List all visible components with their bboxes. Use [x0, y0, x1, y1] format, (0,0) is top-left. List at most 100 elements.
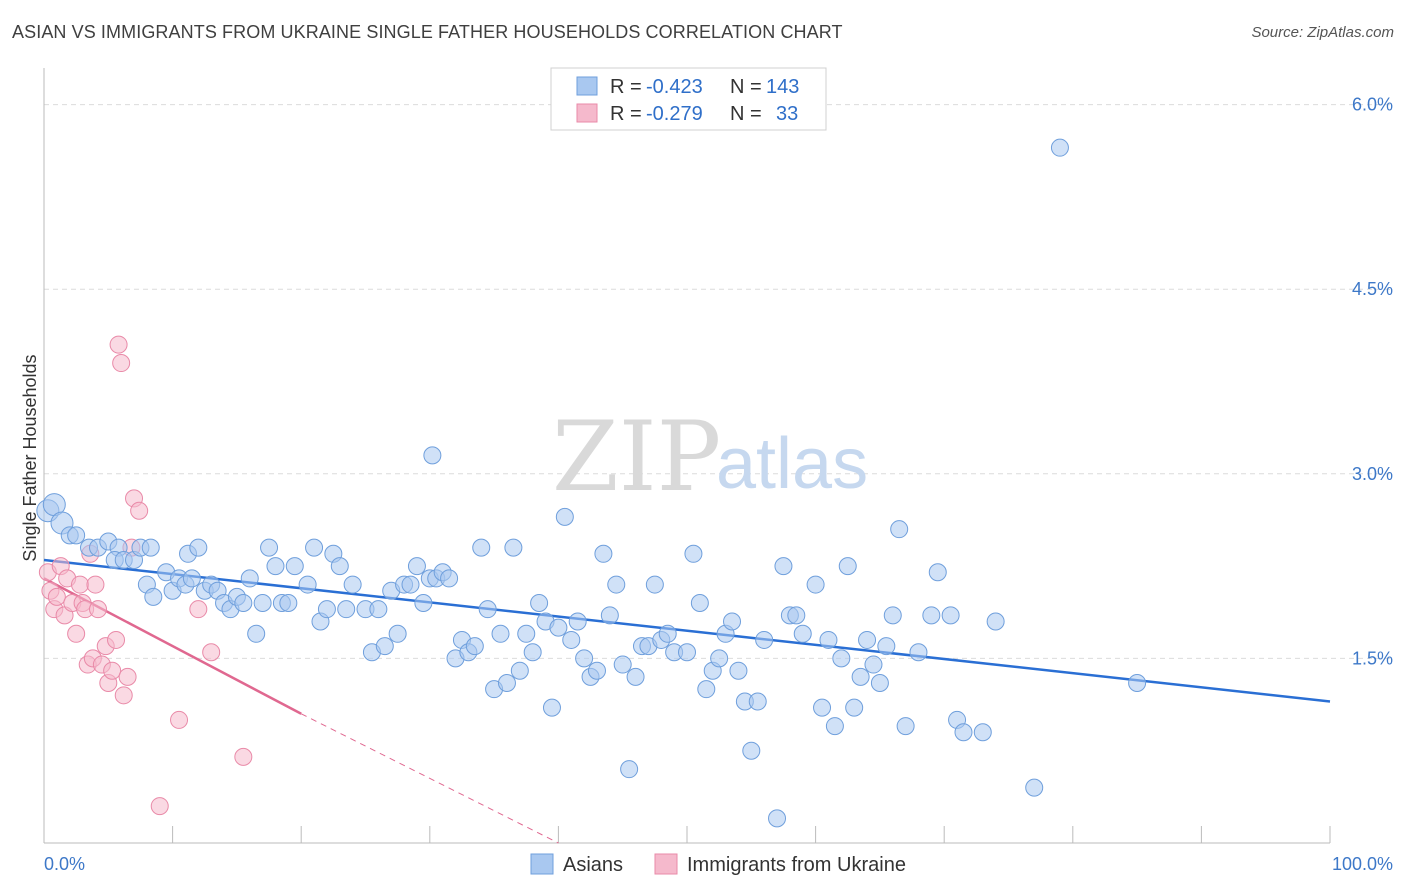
asian-point	[234, 594, 253, 613]
asian-point	[723, 612, 742, 631]
bottom-legend-label-asians: Asians	[563, 854, 623, 876]
asian-point	[401, 575, 420, 594]
asian-point	[517, 624, 536, 643]
asian-point	[883, 606, 902, 625]
legend-box: R = -0.423 N = 143 R = -0.279 N = 33	[550, 67, 827, 131]
legend-n-label-ukraine: N =	[730, 103, 762, 125]
asian-point	[697, 680, 716, 699]
bottom-legend-swatch-asians	[530, 853, 554, 875]
asian-point	[787, 606, 806, 625]
asian-point	[626, 667, 645, 686]
asian-point	[542, 698, 561, 717]
asian-point	[523, 643, 542, 662]
ukraine-point	[112, 354, 131, 373]
ukraine-point	[118, 667, 137, 686]
asian-point	[832, 649, 851, 668]
y-tick-label: 3.0%	[1352, 464, 1393, 484]
asian-point	[594, 544, 613, 563]
asian-point	[729, 661, 748, 680]
asian-point	[337, 600, 356, 619]
asian-point	[864, 655, 883, 674]
asian-point	[414, 594, 433, 613]
asian-point	[890, 520, 909, 539]
asian-point	[407, 557, 426, 576]
asian-point	[330, 557, 349, 576]
legend-r-value-ukraine: -0.279	[646, 103, 703, 125]
watermark-atlas: atlas	[716, 424, 868, 504]
asian-point	[530, 594, 549, 613]
bottom-legend-swatch-ukraine	[654, 853, 678, 875]
ukraine-point	[202, 643, 221, 662]
ukraine-point	[89, 600, 108, 619]
asian-point	[260, 538, 279, 557]
asian-point	[710, 649, 729, 668]
asian-point	[491, 624, 510, 643]
legend-swatch-ukraine	[576, 103, 598, 123]
ukraine-point	[234, 747, 253, 766]
asian-point	[620, 760, 639, 779]
asian-point	[575, 649, 594, 668]
y-axis-label: Single Father Households	[20, 354, 40, 561]
asian-point	[144, 587, 163, 606]
bottom-legend: Asians Immigrants from Ukraine	[530, 853, 906, 876]
asian-point	[189, 538, 208, 557]
asian-point	[247, 624, 266, 643]
asian-point	[896, 717, 915, 736]
asian-point	[497, 674, 516, 693]
asian-point	[562, 630, 581, 649]
legend-r-value-asians: -0.423	[646, 76, 703, 98]
ukraine-point	[130, 501, 149, 520]
asian-point	[607, 575, 626, 594]
asian-point	[838, 557, 857, 576]
legend-n-value-asians: 143	[766, 76, 799, 98]
asian-point	[742, 741, 761, 760]
asian-point	[369, 600, 388, 619]
asian-point	[748, 692, 767, 711]
chart-title: ASIAN VS IMMIGRANTS FROM UKRAINE SINGLE …	[12, 22, 843, 42]
bottom-legend-label-ukraine: Immigrants from Ukraine	[687, 854, 906, 876]
asian-point	[549, 618, 568, 637]
series-asian-points	[36, 138, 1147, 828]
asian-point	[253, 594, 272, 613]
asian-point	[600, 606, 619, 625]
asian-point	[298, 575, 317, 594]
asian-point	[941, 606, 960, 625]
asian-point	[613, 655, 632, 674]
ukraine-point	[109, 335, 128, 354]
asian-point	[690, 594, 709, 613]
y-tick-label: 1.5%	[1352, 648, 1393, 668]
legend-r-label-asians: R =	[610, 76, 642, 98]
watermark: ZIP atlas	[552, 401, 868, 513]
asian-point	[510, 661, 529, 680]
ukraine-point	[71, 575, 90, 594]
ukraine-point	[47, 587, 66, 606]
ukraine-point	[67, 624, 86, 643]
asian-point	[279, 594, 298, 613]
asian-point	[1050, 138, 1069, 157]
asian-point	[440, 569, 459, 588]
asian-point	[909, 643, 928, 662]
asian-point	[922, 606, 941, 625]
asian-point	[845, 698, 864, 717]
ukraine-point	[150, 797, 169, 816]
asian-point	[928, 563, 947, 582]
asian-point	[806, 575, 825, 594]
legend-r-label-ukraine: R =	[610, 103, 642, 125]
legend-n-value-ukraine: 33	[776, 103, 798, 125]
asian-point	[555, 507, 574, 526]
asian-point	[986, 612, 1005, 631]
asian-point	[305, 538, 324, 557]
asian-point	[568, 612, 587, 631]
asian-point	[755, 630, 774, 649]
series-ukraine-points	[38, 335, 253, 816]
watermark-zip: ZIP	[552, 401, 721, 513]
y-tick-label: 6.0%	[1352, 95, 1393, 115]
asian-point	[1128, 674, 1147, 693]
asian-point	[182, 569, 201, 588]
y-tick-label: 4.5%	[1352, 279, 1393, 299]
asian-trend-line	[43, 558, 1331, 703]
asian-point	[684, 544, 703, 563]
asian-point	[858, 630, 877, 649]
asian-point	[658, 624, 677, 643]
